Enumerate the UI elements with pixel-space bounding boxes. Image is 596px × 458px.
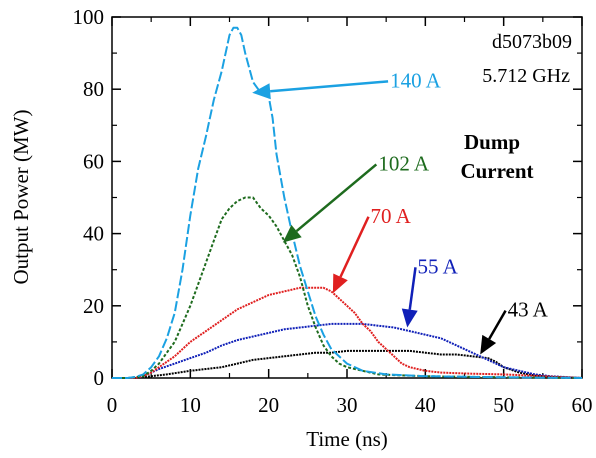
arrow-shaft-70-a (339, 216, 370, 278)
series-labels: 140 A 102 A 70 A 55 A 43 A (371, 68, 549, 321)
x-tick-label: 40 (415, 393, 436, 417)
y-tick-label: 0 (94, 366, 105, 390)
tick-labels: 0 10 20 30 40 50 60 0 20 40 60 80 100 (73, 5, 593, 417)
arrow-shaft-55-a (408, 267, 417, 310)
series-label-43-a: 43 A (508, 298, 549, 322)
series-line-55-a (112, 322, 583, 379)
chart-id-label: d5073b09 (492, 31, 572, 53)
arrow-head-102-a (282, 224, 302, 243)
x-axis-title: Time (ns) (306, 427, 388, 451)
arrow-head-140-a (252, 83, 271, 100)
y-tick-label: 60 (83, 149, 104, 173)
series-line-70-a (112, 286, 583, 379)
arrow-head-55-a (401, 308, 418, 328)
x-tick-label: 20 (258, 393, 279, 417)
y-tick-label: 100 (73, 5, 105, 29)
y-tick-label: 80 (83, 77, 104, 101)
x-tick-label: 50 (493, 393, 514, 417)
x-tick-label: 0 (107, 393, 118, 417)
arrow-head-43-a (480, 334, 497, 355)
x-tick-label: 30 (337, 393, 358, 417)
x-tick-label: 10 (180, 393, 201, 417)
arrow-head-70-a (332, 273, 348, 294)
series-label-70-a: 70 A (371, 204, 412, 228)
y-tick-label: 20 (83, 294, 104, 318)
annotation-arrows (252, 80, 507, 355)
series-line-43-a (112, 349, 583, 379)
arrow-shaft-140-a (270, 80, 389, 93)
legend-title-current: Current (460, 159, 533, 183)
series-label-55-a: 55 A (418, 254, 459, 278)
series-line-140-a (112, 26, 583, 379)
series-label-102-a: 102 A (378, 151, 430, 175)
frequency-label: 5.712 GHz (482, 65, 570, 87)
series-layer (112, 26, 583, 379)
arrow-shaft-102-a (295, 163, 378, 233)
y-axis-title: Output Power (MW) (9, 110, 33, 285)
legend-title-dump: Dump (464, 130, 520, 154)
x-tick-label: 60 (572, 393, 593, 417)
series-label-140-a: 140 A (390, 68, 442, 92)
arrow-shaft-43-a (488, 310, 507, 340)
y-tick-label: 40 (83, 222, 104, 246)
